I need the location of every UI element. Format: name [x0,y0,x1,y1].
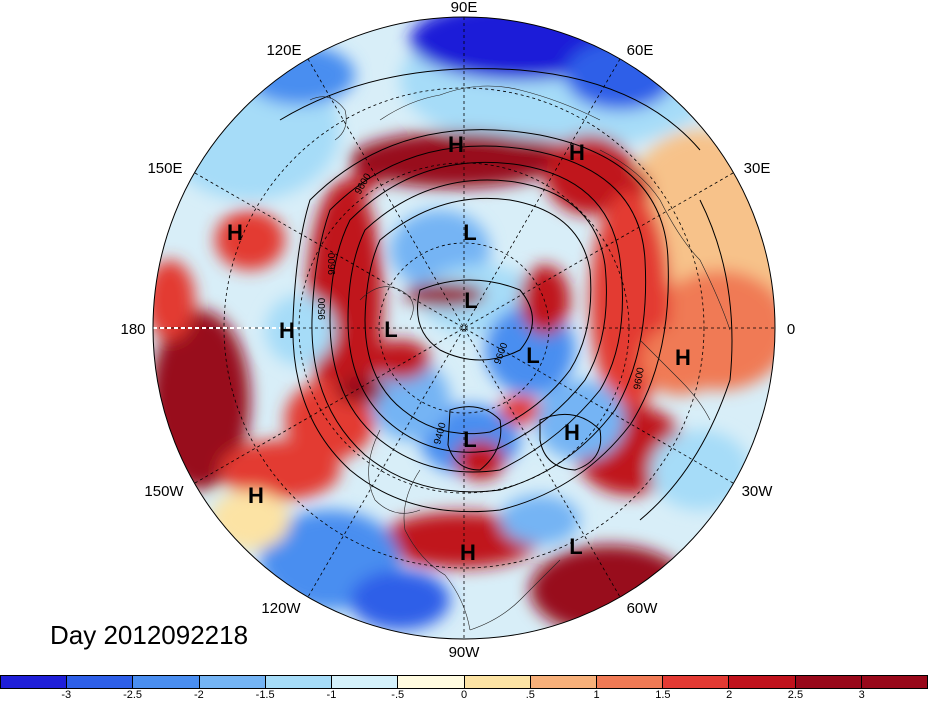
colorbar-swatch [530,676,597,688]
low-pressure-marker: L [384,317,397,342]
high-pressure-marker: H [564,420,580,445]
colorbar-swatch [265,676,333,688]
colorbar-swatch [1,676,68,688]
high-pressure-marker: H [675,345,691,370]
colorbar-tick-label: 2.5 [787,689,804,701]
colorbar-tick-label: 2 [726,689,733,701]
low-pressure-marker: L [463,427,476,452]
colorbar-swatch [729,676,796,688]
lon-label-30e: 30E [744,160,771,177]
colorbar-tick-label: 1.5 [655,689,671,701]
lon-label-150e: 150E [147,160,182,177]
lon-label-60w: 60W [627,600,659,617]
coastlines [309,85,731,631]
colorbar-tick-label: -1.5 [255,689,275,701]
lon-label-180: 180 [120,321,145,338]
colorbar-tick-label: -1 [326,689,337,701]
lon-label-150w: 150W [144,483,184,500]
low-pressure-marker: L [526,343,539,368]
high-pressure-marker: H [448,132,464,157]
colorbar-swatch [199,676,266,688]
lon-label-30w: 30W [742,483,774,500]
colorbar-tick-label: .5 [525,689,535,701]
colorbar-swatch [398,676,465,688]
lon-label-0: 0 [787,321,795,338]
colorbar-tick-label: -2 [193,689,204,701]
colorbar-swatch [861,676,928,688]
high-pressure-marker: H [279,318,295,343]
low-pressure-marker: L [464,288,477,313]
pressure-system-markers: H H H H L L L L H L H H H L [227,132,691,565]
lon-label-90e: 90E [451,0,478,16]
colorbar-tick-label: -.5 [391,689,405,701]
contour-label: 9500 [317,297,328,320]
high-pressure-marker: H [569,140,585,165]
lon-label-120w: 120W [261,600,301,617]
colorbar-swatch [596,676,664,688]
lon-label-60e: 60E [627,42,654,59]
contour-label: 9600 [327,252,338,275]
date-title: Day 2012092218 [50,620,249,650]
high-pressure-marker: H [227,220,243,245]
high-pressure-marker: H [460,540,476,565]
lon-label-90w: 90W [449,644,481,661]
polar-stereographic-map: 90E 60E 30E 0 30W 60W 90W 120W 150W 180 … [120,0,795,661]
colorbar-swatch [464,676,531,688]
colorbar-swatch [332,676,399,688]
colorbar-swatch [67,676,134,688]
colorbar-swatch [663,676,730,688]
contour-label: 9600 [632,366,647,390]
low-pressure-marker: L [463,220,476,245]
graticule [153,17,775,639]
colorbar-tick-label: -2.5 [123,689,143,701]
colorbar-tick-labels: -3 -2.5 -2 -1.5 -1 -.5 0 .5 1 1.5 2 2.5 3 [0,689,928,702]
colorbar-swatch [133,676,200,688]
longitude-labels: 90E 60E 30E 0 30W 60W 90W 120W 150W 180 … [120,0,795,661]
colorbar [0,675,928,689]
height-contours [279,68,733,521]
high-pressure-marker: H [248,483,264,508]
colorbar-tick-label: 0 [460,689,468,701]
colorbar-tick-label: -3 [61,689,72,701]
map-boundary [152,16,776,640]
lon-label-120e: 120E [266,42,301,59]
colorbar-tick-label: 1 [593,689,600,701]
contour-labels: 9600 9500 9600 9600 9400 9600 [317,171,647,445]
low-pressure-marker: L [569,534,582,559]
colorbar-tick-label: 3 [858,689,865,701]
colorbar-swatch [795,676,862,688]
